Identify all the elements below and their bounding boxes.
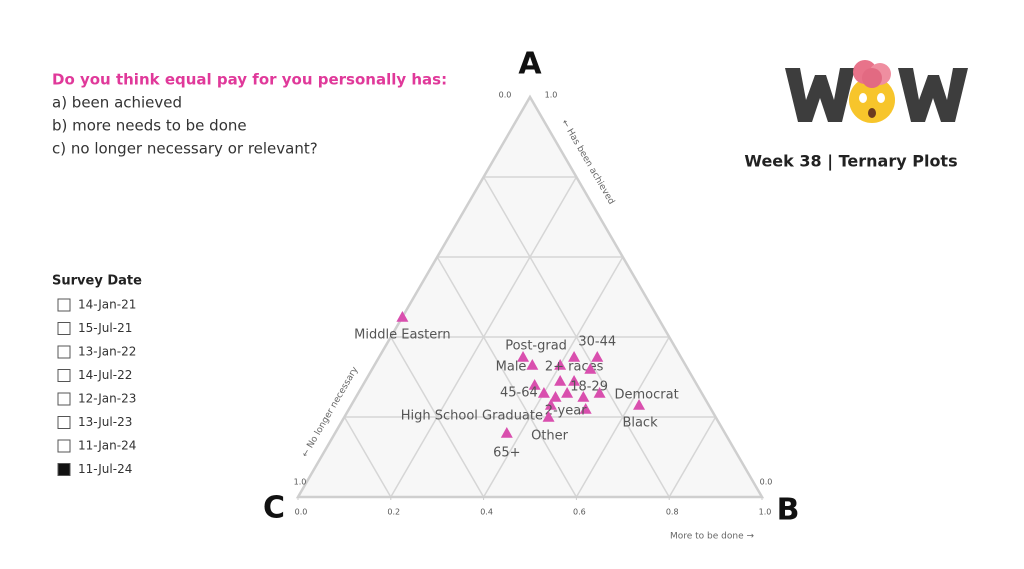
data-point [542,411,555,422]
slicer-checkbox[interactable] [57,439,71,453]
data-point [568,375,581,386]
tick-label: 0.4 [480,508,493,517]
data-point [517,351,530,362]
data-point [544,399,557,410]
question-option: c) no longer necessary or relevant? [52,140,318,158]
slicer-item[interactable]: 15-Jul-21 [78,321,132,335]
logo-emoji-cloud [862,68,882,88]
data-point [584,363,597,374]
data-point [591,351,604,362]
data-point [500,427,513,438]
data-point [537,387,550,398]
data-point [526,359,539,370]
slicer-checkbox[interactable] [57,369,71,382]
slicer-checkbox[interactable] [57,392,71,406]
point-label: Post-grad [505,339,567,354]
slicer-item[interactable]: 14-Jul-22 [78,368,132,382]
point-label: Black [622,416,658,431]
slicer-item[interactable]: 14-Jan-21 [78,298,136,312]
slicer-title: Survey Date [52,274,142,289]
tick-label: 0.8 [666,508,679,517]
slicer-item[interactable]: 11-Jul-24 [78,462,132,476]
grid-line [436,256,578,498]
plot-border [295,94,765,499]
slicer-item[interactable]: 12-Jan-23 [78,392,136,406]
question-title: Do you think equal pay for you personall… [52,71,447,89]
question-option: a) been achieved [52,94,182,112]
data-point [568,351,581,362]
grid-line [343,416,392,498]
plot-background [298,97,762,497]
subtitle: Week 38 | Ternary Plots [744,152,957,172]
point-label: Democrat [615,388,679,403]
slicer-checkbox[interactable] [57,322,71,335]
point-label: 30-44 [578,335,616,350]
point-label: Middle Eastern [354,328,450,343]
vertex-label: C [263,491,285,526]
tick-label: 0.2 [387,508,400,517]
ternary-plot: ABC 0.0 0.2 0.4 0.6 0.8 1.00.0 1.01.0 0.0← Has b… [263,47,799,542]
logo-emoji-eye [859,93,867,103]
slicer-checkbox[interactable] [57,416,71,429]
tick-label: 0.6 [573,508,586,517]
tick-label: 1.0 [294,478,307,487]
axis-title: More to be done → [670,532,755,542]
data-point [554,359,567,370]
logo-letter [785,68,855,122]
data-point [593,387,606,398]
point-label: 2-year [545,404,587,419]
data-point [579,403,592,414]
data-point [554,375,567,386]
point-label: Male [496,360,527,375]
data-point [528,379,541,390]
tick-label: 1.0 [545,91,558,100]
vertex-label: A [518,47,542,82]
grid-line [668,416,717,498]
slicer: 14-Jan-21 15-Jul-21 13-Jan-22 14-Jul-22 12-J… [57,298,136,476]
point-label: Other [531,429,569,444]
slicer-item[interactable]: 13-Jul-23 [78,415,132,429]
data-point [396,311,409,322]
slicer-checkbox[interactable] [57,345,71,359]
tick-label: 0.0 [295,508,308,517]
slicer-item[interactable]: 11-Jan-24 [78,439,136,453]
data-point [633,399,646,410]
logo [785,60,968,123]
tick-label: 1.0 [759,508,772,517]
grid-line [575,336,670,498]
question-option: b) more needs to be done [52,117,247,135]
grid-line [482,256,624,498]
slicer-item[interactable]: 13-Jan-22 [78,345,136,359]
grid-line [390,336,485,498]
vertex-label: B [777,493,800,528]
logo-emoji-eye [877,93,885,103]
logo-letter [898,68,968,122]
tick-label: 0.0 [760,478,773,487]
data-point [561,387,574,398]
point-label: 65+ [493,446,520,461]
logo-emoji [849,77,895,123]
logo-emoji-mouth [868,108,876,118]
tick-label: 0.0 [499,91,512,100]
slicer-checkbox[interactable] [57,298,71,312]
point-label: 45-64 [500,386,538,401]
data-point [549,391,562,402]
slicer-checkbox[interactable] [57,463,71,476]
point-label: High School Graduate [401,409,543,424]
data-point [577,391,590,402]
